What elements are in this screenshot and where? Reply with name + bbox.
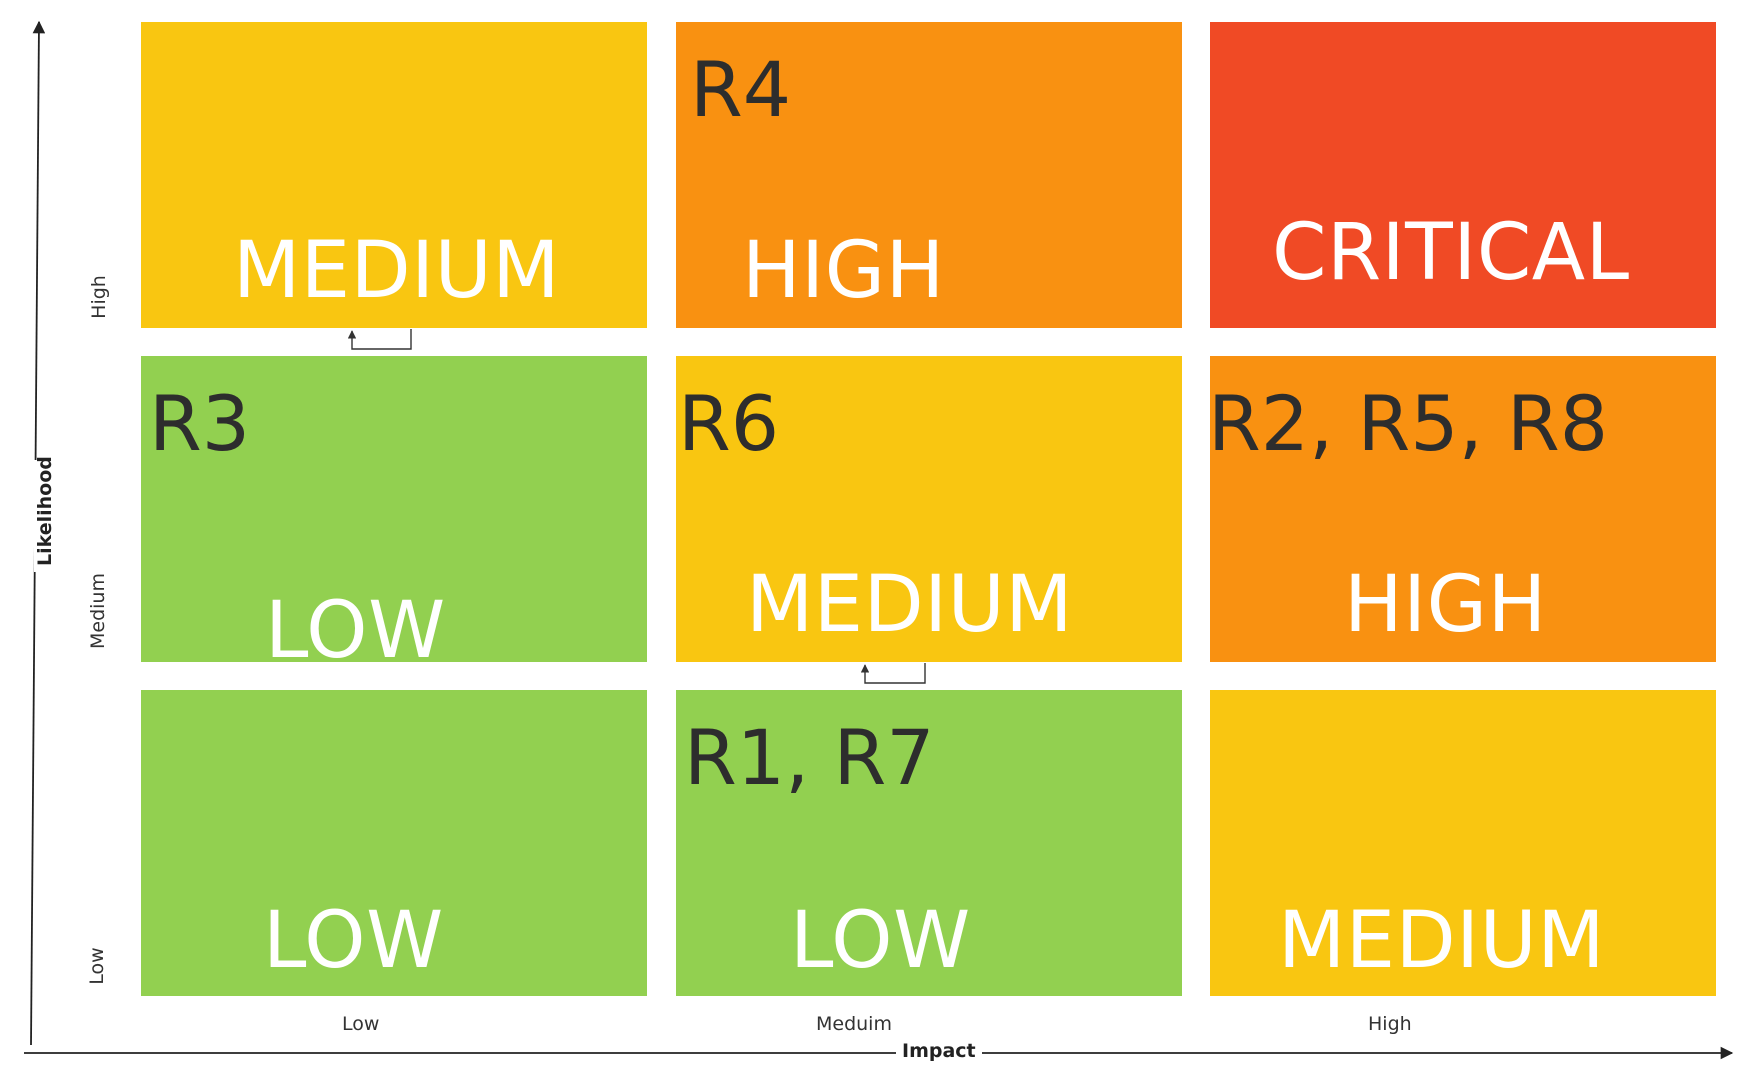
cell-level: HIGH xyxy=(742,226,945,316)
cell-level: CRITICAL xyxy=(1272,208,1630,298)
cell-low-likelihood-low-impact[interactable]: LOW xyxy=(141,690,647,996)
cell-risks: R1, R7 xyxy=(684,713,935,802)
cell-low-likelihood-high-impact[interactable]: MEDIUM xyxy=(1210,690,1716,996)
connector-arrow-2 xyxy=(860,663,926,684)
x-tick-low: Low xyxy=(342,1013,380,1035)
x-axis-title: Impact xyxy=(896,1040,982,1062)
cell-level: LOW xyxy=(263,896,444,986)
cell-risks: R4 xyxy=(690,45,792,134)
cell-level: LOW xyxy=(265,586,446,676)
y-axis-title: Likelihood xyxy=(34,456,56,572)
y-tick-medium: Medium xyxy=(87,573,109,649)
cell-low-likelihood-medium-impact[interactable]: R1, R7 LOW xyxy=(676,690,1182,996)
cell-level: LOW xyxy=(790,896,971,986)
cell-medium-likelihood-low-impact[interactable]: R3 LOW xyxy=(141,356,647,670)
cell-medium-likelihood-medium-impact[interactable]: R6 MEDIUM xyxy=(676,356,1182,662)
cell-level: HIGH xyxy=(1344,560,1547,650)
cell-risks: R3 xyxy=(149,379,251,468)
x-tick-high: High xyxy=(1368,1013,1412,1035)
cell-level: MEDIUM xyxy=(1278,896,1606,986)
cell-high-likelihood-medium-impact[interactable]: R4 HIGH xyxy=(676,22,1182,328)
cell-medium-likelihood-high-impact[interactable]: R2, R5, R8 HIGH xyxy=(1208,356,1716,662)
connector-arrow-1 xyxy=(347,329,412,350)
cell-risks: R2, R5, R8 xyxy=(1208,379,1609,468)
y-tick-low: Low xyxy=(86,947,108,985)
cell-risks: R6 xyxy=(678,379,780,468)
y-tick-high: High xyxy=(88,275,110,319)
cell-level: MEDIUM xyxy=(746,560,1074,650)
x-tick-medium: Meduim xyxy=(816,1013,892,1035)
cell-high-likelihood-low-impact[interactable]: MEDIUM xyxy=(141,22,647,328)
cell-level: MEDIUM xyxy=(233,226,561,316)
cell-high-likelihood-high-impact[interactable]: CRITICAL xyxy=(1210,22,1716,328)
